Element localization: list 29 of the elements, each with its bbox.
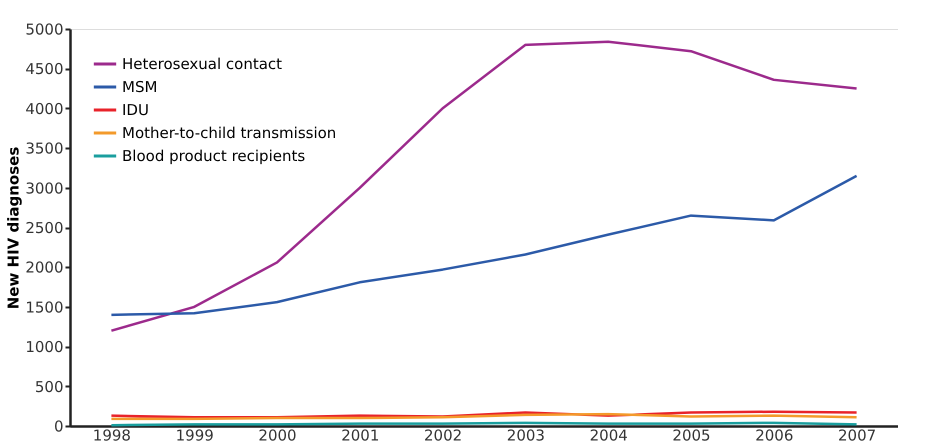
legend-label: Heterosexual contact	[122, 55, 282, 73]
legend-label: MSM	[122, 78, 158, 96]
x-tick-label: 2006	[755, 426, 794, 443]
y-tick-label: 3000	[25, 179, 64, 198]
y-tick-label: 1500	[25, 298, 64, 316]
y-tick-label: 4000	[25, 100, 64, 118]
x-tick-label: 2003	[506, 426, 545, 443]
y-tick-label: 5000	[25, 20, 64, 38]
x-tick-label: 1998	[92, 426, 131, 443]
legend-label: IDU	[122, 101, 149, 119]
line-series	[110, 174, 858, 316]
y-tick-label: 3500	[25, 140, 64, 158]
x-tick-label: 2005	[672, 426, 711, 443]
y-tick-label: 4500	[25, 60, 64, 78]
x-tick-label: 2004	[590, 426, 628, 443]
y-tick-label: 1000	[25, 338, 64, 356]
y-tick-label: 500	[34, 378, 64, 396]
y-tick-label: 0	[54, 418, 64, 436]
x-tick-label: 1999	[176, 426, 214, 443]
y-tick-label: 2000	[25, 258, 64, 277]
legend-label: Blood product recipients	[122, 147, 306, 165]
y-tick-label: 2500	[25, 219, 64, 237]
legend-label: Mother-to-child transmission	[122, 124, 336, 142]
y-axis-title: New HIV diagnoses	[4, 146, 22, 310]
line-series	[110, 40, 858, 332]
x-tick-label: 2007	[838, 426, 876, 443]
x-tick-label: 2001	[341, 426, 380, 443]
x-tick-label: 2000	[258, 426, 297, 443]
x-tick-label: 2002	[424, 426, 462, 443]
